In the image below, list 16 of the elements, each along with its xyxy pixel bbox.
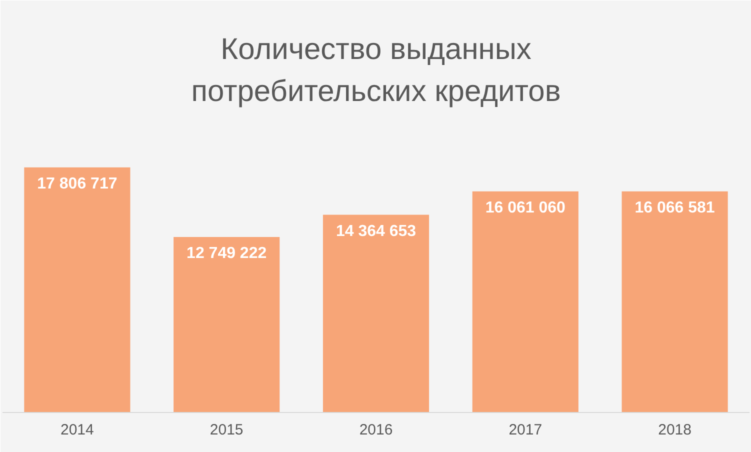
x-tick-label: 2015 <box>210 422 244 438</box>
x-tick-label: 2017 <box>508 422 542 438</box>
bar <box>622 191 728 412</box>
bar <box>322 214 430 412</box>
data-label: 12 749 222 <box>186 245 267 262</box>
data-label: 16 066 581 <box>634 199 715 216</box>
x-tick-label: 2018 <box>658 422 692 438</box>
bar <box>174 237 280 412</box>
chart-title: Количество выданных потребительских кредитов <box>191 33 561 108</box>
bar <box>24 167 130 412</box>
x-tick-label: 2016 <box>359 422 393 438</box>
data-label: 16 061 060 <box>485 199 566 216</box>
bar <box>472 191 578 412</box>
data-label: 17 806 717 <box>37 175 118 192</box>
x-tick-label: 2014 <box>60 422 94 438</box>
data-label: 14 364 653 <box>336 222 416 240</box>
